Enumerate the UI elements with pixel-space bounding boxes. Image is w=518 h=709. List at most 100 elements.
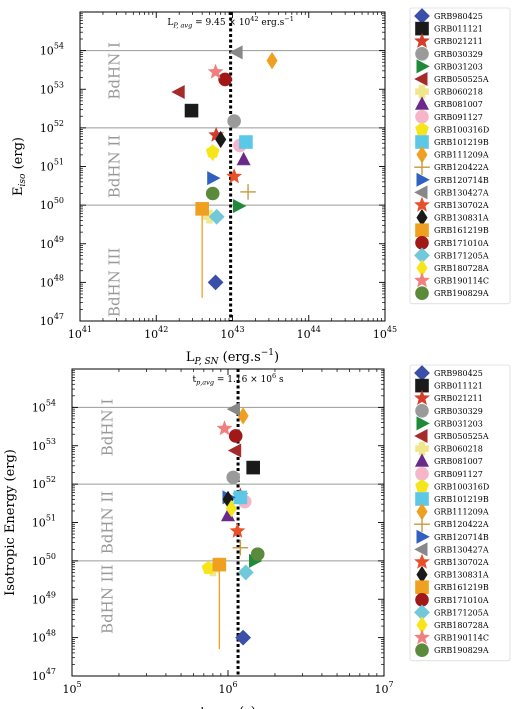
legend-label: GRB120714B (434, 176, 489, 185)
y-tick-label: 1047 (40, 312, 64, 328)
tick-exp: 50 (54, 196, 64, 205)
ylabel-sub: iso (18, 173, 28, 186)
legend-marker-grb081007 (415, 453, 429, 467)
point-grb030329 (226, 470, 241, 485)
tick-base: 10 (373, 328, 387, 341)
legend-label: GRB111209A (434, 151, 489, 160)
tick-base: 10 (40, 45, 54, 58)
avg-label-main: t (192, 375, 196, 385)
legend-label: GRB030329 (434, 407, 483, 416)
legend-label: GRB190114C (434, 634, 489, 643)
legend-marker-grb130702a (414, 196, 430, 212)
legend-label: GRB100316D (434, 125, 489, 134)
point-grb130831a (215, 130, 227, 149)
legend-marker-grb081007 (415, 96, 429, 110)
avg-label-unit: erg.s (259, 18, 285, 28)
y-tick-label: 1051 (32, 514, 56, 530)
point-grb050525a (227, 443, 242, 458)
tick-base: 10 (220, 328, 234, 341)
x-tick-label: 1044 (297, 325, 321, 341)
xlabel-unit-sup: −1 (261, 348, 274, 358)
point-grb130427a (229, 45, 243, 60)
avg-label-sup: 42 (250, 15, 258, 23)
average-label: tp,avg = 1.16 × 106 s (192, 372, 284, 387)
y-tick-label: 1053 (32, 437, 56, 453)
tick-exp: 48 (54, 273, 64, 282)
avg-label-main: L (167, 18, 173, 28)
legend-label: GRB011121 (434, 382, 483, 391)
legend-label: GRB171205A (434, 608, 489, 617)
avg-label-sup: 6 (272, 372, 276, 380)
legend-label: GRB091127 (434, 113, 483, 122)
y-tick-label: 1048 (32, 629, 56, 645)
region-label: BdHN III (106, 248, 124, 317)
legend-label: GRB030329 (434, 50, 483, 59)
tick-exp: 52 (54, 119, 64, 128)
legend-label: GRB111209A (434, 508, 489, 517)
point-grb171205a (237, 564, 254, 581)
legend-marker-grb120714b (416, 529, 430, 544)
legend-marker-grb190829a (415, 286, 429, 301)
legend-marker-grb021211 (414, 32, 430, 48)
point-grb980425 (207, 274, 224, 291)
point-grb030329 (227, 114, 241, 128)
point-grb190829a (205, 186, 220, 201)
legend-label: GRB171205A (434, 251, 489, 260)
tick-base: 10 (374, 683, 388, 696)
x-axis-label: LP, SN (erg.s−1) (186, 348, 279, 367)
legend-marker-grb100316d (415, 122, 429, 136)
legend-marker-grb171010a (415, 592, 429, 607)
legend-marker-grb021211 (414, 389, 430, 405)
point-grb130427a (226, 402, 240, 417)
legend-label: GRB101219B (434, 138, 489, 147)
region-label: BdHN II (99, 491, 117, 555)
xlabel-unit: (erg.s (219, 350, 261, 365)
y-tick-label: 1051 (40, 158, 64, 174)
legend-label: GRB190114C (434, 277, 489, 286)
x-tick-label: 105 (62, 680, 81, 696)
legend-label: GRB190829A (434, 646, 489, 655)
tick-base: 10 (40, 276, 54, 289)
y-tick-label: 1047 (32, 667, 56, 683)
legend-marker-grb031203 (416, 59, 430, 74)
tick-exp: 47 (54, 312, 64, 321)
ylabel-unit: (erg) (11, 137, 26, 174)
x-tick-label: 106 (218, 680, 237, 696)
point-grb180728a (207, 143, 219, 162)
tick-base: 10 (32, 401, 46, 414)
avg-label-unit: s (276, 375, 284, 385)
point-grb171205a (208, 208, 225, 225)
legend-marker-grb060218 (415, 441, 429, 456)
legend-label: GRB021211 (434, 37, 483, 46)
tick-exp: 50 (46, 552, 56, 561)
legend-frame (409, 364, 511, 662)
y-axis-label: Eiso (erg) (11, 137, 28, 196)
legend-label: GRB980425 (434, 12, 483, 21)
legend-2: GRB980425 GRB011121 GRB021211 GRB030329 GRB0… (409, 364, 511, 662)
legend-label: GRB101219B (434, 495, 489, 504)
tick-exp: 48 (46, 629, 56, 638)
legend-label: GRB130702A (434, 558, 489, 567)
legend-marker-grb091127 (415, 110, 429, 124)
legend-label: GRB161219B (434, 226, 489, 235)
y-tick-label: 1050 (32, 552, 56, 568)
ylabel-main: E (11, 186, 26, 196)
y-tick-label: 1052 (32, 475, 56, 491)
tick-exp: 45 (387, 325, 397, 334)
point-grb120714b (207, 171, 221, 186)
legend-label: GRB180728A (434, 264, 489, 273)
legend-label: GRB050525A (434, 75, 489, 84)
avg-label-sub: P, avg (172, 22, 192, 30)
tick-base: 10 (40, 315, 54, 328)
legend-label: GRB120422A (434, 520, 489, 529)
xlabel-unit-end: ) (274, 350, 279, 365)
y-tick-label: 1054 (40, 42, 64, 58)
tick-exp: 53 (54, 80, 64, 89)
legend-label: GRB130427A (434, 545, 489, 554)
legend-label: GRB180728A (434, 621, 489, 630)
xlabel-unit: (s) (235, 705, 256, 709)
legend-marker-grb190114c (414, 272, 430, 288)
legend-label: GRB130831A (434, 214, 489, 223)
